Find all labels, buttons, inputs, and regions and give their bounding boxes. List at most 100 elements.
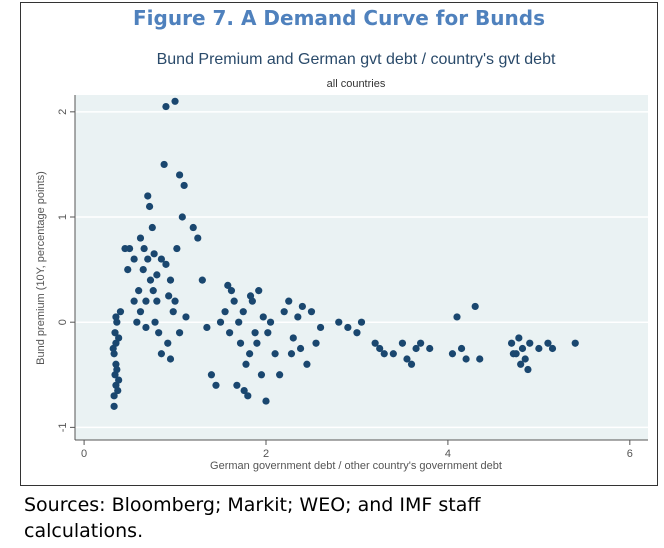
chart-title: Bund Premium and German gvt debt / count… — [157, 51, 556, 68]
point — [144, 255, 152, 263]
y-tick-label: 2 — [57, 109, 69, 115]
point — [139, 266, 147, 274]
point — [189, 223, 197, 232]
point — [266, 318, 275, 326]
y-tick-label: -1 — [57, 422, 69, 432]
point — [316, 323, 325, 332]
point — [182, 313, 190, 321]
point — [130, 297, 138, 305]
point — [357, 318, 366, 326]
point — [155, 329, 163, 337]
point — [136, 234, 145, 242]
point — [264, 329, 272, 337]
point — [307, 308, 316, 316]
point — [136, 308, 145, 316]
figure-frame — [20, 2, 658, 486]
point — [144, 192, 152, 200]
point — [110, 392, 118, 400]
point — [164, 339, 172, 347]
point — [285, 297, 293, 305]
point — [130, 255, 138, 263]
y-tick-label: 1 — [57, 214, 69, 220]
point — [226, 329, 234, 337]
point — [335, 318, 343, 326]
point — [240, 386, 248, 395]
point — [233, 381, 241, 389]
x-tick-label: 2 — [263, 448, 269, 460]
point — [140, 244, 148, 253]
point — [165, 292, 173, 300]
point — [175, 329, 184, 337]
point — [515, 334, 523, 342]
point — [417, 339, 425, 347]
point — [257, 371, 266, 379]
point — [244, 392, 252, 400]
point — [133, 318, 141, 326]
point — [571, 339, 579, 347]
point — [150, 250, 158, 258]
point — [517, 360, 525, 368]
x-axis-label: German government debt / other country's… — [210, 460, 502, 472]
point — [507, 339, 516, 347]
point — [110, 402, 118, 410]
point — [212, 381, 220, 389]
point — [124, 266, 132, 274]
point — [149, 287, 157, 295]
point — [135, 287, 143, 295]
point — [112, 360, 120, 368]
point — [289, 334, 297, 342]
point — [294, 313, 302, 321]
point — [287, 350, 296, 358]
point — [153, 297, 161, 305]
point — [371, 339, 379, 347]
y-axis-label: Bund premium (10Y, percentage points) — [35, 171, 47, 365]
point — [178, 213, 186, 221]
point — [259, 313, 267, 321]
point — [116, 308, 125, 316]
point — [296, 344, 305, 353]
point — [476, 355, 484, 363]
point — [518, 344, 527, 353]
x-tick-label: 0 — [81, 448, 87, 460]
point — [157, 350, 166, 358]
source-note: Sources: Bloomberg; Markit; WEO; and IMF… — [24, 494, 481, 542]
point — [251, 329, 259, 337]
point — [255, 287, 263, 295]
point — [239, 308, 247, 316]
point — [115, 376, 123, 384]
point — [412, 344, 420, 353]
point — [462, 355, 470, 363]
point — [353, 329, 361, 337]
figure-title: Figure 7. A Demand Curve for Bunds — [133, 6, 545, 30]
point — [207, 371, 216, 379]
point — [157, 255, 166, 263]
point — [216, 318, 225, 326]
point — [426, 344, 434, 353]
point — [171, 97, 179, 105]
chart-subtitle: all countries — [327, 78, 386, 90]
point — [162, 260, 170, 268]
point — [125, 244, 134, 253]
point — [175, 171, 184, 179]
point — [276, 371, 284, 379]
point — [151, 318, 159, 326]
y-tick-label: 0 — [57, 319, 69, 325]
point — [142, 323, 150, 332]
point — [471, 302, 479, 311]
point — [548, 344, 557, 353]
point — [448, 350, 457, 358]
point — [236, 339, 245, 347]
point — [112, 313, 120, 321]
point — [203, 323, 211, 332]
point — [298, 302, 306, 311]
point — [509, 350, 517, 358]
point — [453, 313, 461, 321]
point — [162, 102, 170, 111]
point — [312, 339, 320, 347]
point — [180, 181, 188, 190]
point — [169, 308, 177, 316]
point — [145, 202, 154, 211]
point — [235, 318, 243, 326]
point — [521, 355, 529, 363]
point — [526, 339, 534, 347]
